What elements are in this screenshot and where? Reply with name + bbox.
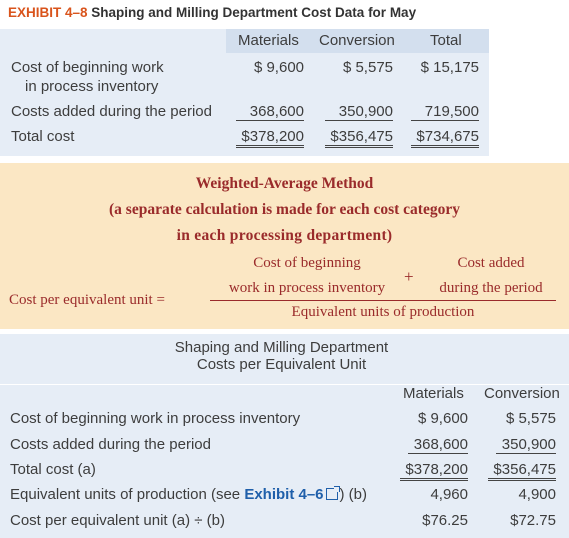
- cell: $76.25: [422, 512, 468, 529]
- method-title: Weighted-Average Method: [195, 175, 374, 192]
- row-label-beginning-wip-cont: in process inventory: [25, 78, 159, 95]
- col-header-materials: Materials: [238, 32, 299, 49]
- numerator-b-line2: during the period: [439, 280, 543, 296]
- exhibit-4-6-link[interactable]: Exhibit 4–6: [244, 486, 324, 503]
- cell: 368,600: [236, 103, 304, 121]
- cell: $734,675: [411, 128, 479, 148]
- cell: 4,960: [430, 486, 468, 503]
- cell: 4,900: [518, 486, 556, 503]
- col-header-total: Total: [430, 32, 462, 49]
- cell: 368,600: [408, 436, 468, 454]
- denominator: Equivalent units of production: [291, 304, 475, 320]
- fraction-bar: [210, 300, 556, 301]
- row-label-costs-added: Costs added during the period: [10, 436, 211, 453]
- numerator-b-line1: Cost added: [457, 255, 525, 271]
- row-label-costs-added: Costs added during the period: [11, 103, 212, 120]
- cost-data-table: Materials Conversion Total Cost of begin…: [0, 29, 489, 156]
- table-title-line1: Shaping and Milling Department: [174, 339, 389, 356]
- cell: $378,200: [400, 461, 468, 481]
- cell: 350,900: [325, 103, 393, 121]
- row-label-beginning-wip: Cost of beginning work: [11, 59, 164, 76]
- costs-per-eu-table: Shaping and Milling Department Costs per…: [0, 334, 569, 538]
- external-link-icon[interactable]: [325, 486, 340, 500]
- cell: 350,900: [496, 436, 556, 454]
- row-label-equivalent-units: Equivalent units of production (see Exhi…: [10, 486, 368, 503]
- formula-box: Weighted-Average Method (a separate calc…: [0, 163, 569, 329]
- cell: 719,500: [411, 103, 479, 121]
- cell: $ 9,600: [253, 59, 304, 76]
- cell: $356,475: [325, 128, 393, 148]
- exhibit-title: EXHIBIT 4–8 Shaping and Milling Departme…: [8, 5, 416, 20]
- cell: $72.75: [510, 512, 556, 529]
- table-title-line2: Costs per Equivalent Unit: [196, 356, 367, 373]
- cell: $378,200: [236, 128, 304, 148]
- col-header-materials: Materials: [403, 385, 464, 402]
- cell: $356,475: [488, 461, 556, 481]
- col-header-conversion: Conversion: [319, 32, 395, 49]
- row-label-total-cost: Total cost: [11, 128, 75, 145]
- cell: $ 5,575: [342, 59, 393, 76]
- row-label-cost-per-eu: Cost per equivalent unit (a) ÷ (b): [10, 512, 225, 529]
- method-subtitle-2: in each processing department): [176, 227, 393, 244]
- row-label-beginning-wip: Cost of beginning work in process invent…: [10, 410, 301, 427]
- exhibit-number: EXHIBIT 4–8: [8, 5, 88, 20]
- cell: $ 5,575: [505, 410, 556, 427]
- method-subtitle-1: (a separate calculation is made for each…: [109, 201, 460, 218]
- cell: $ 15,175: [420, 59, 479, 76]
- numerator-a-line2: work in process inventory: [228, 280, 386, 296]
- exhibit-title-text: Shaping and Milling Department Cost Data…: [91, 5, 417, 20]
- formula-lhs: Cost per equivalent unit =: [9, 292, 165, 308]
- row-label-total-cost: Total cost (a): [10, 461, 96, 478]
- col-header-conversion: Conversion: [484, 385, 560, 402]
- numerator-a-line1: Cost of beginning: [253, 255, 361, 271]
- cell: $ 9,600: [417, 410, 468, 427]
- plus-sign: +: [404, 267, 414, 286]
